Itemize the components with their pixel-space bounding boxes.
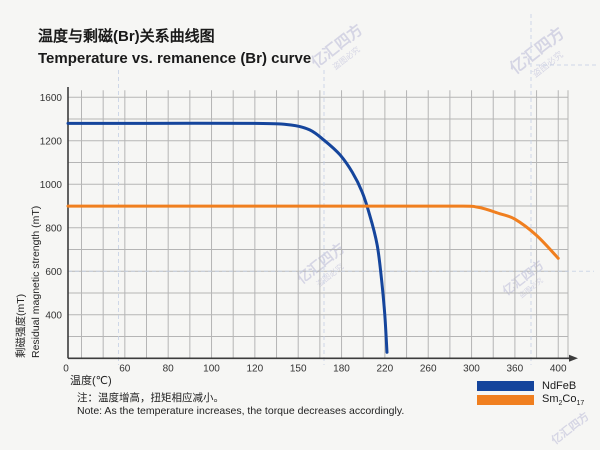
smco-label-base1: Sm bbox=[542, 392, 559, 405]
svg-text:600: 600 bbox=[45, 267, 62, 278]
note-en: Note: As the temperature increases, the … bbox=[77, 405, 405, 417]
svg-text:220: 220 bbox=[376, 363, 393, 374]
svg-text:300: 300 bbox=[463, 363, 480, 374]
svg-text:260: 260 bbox=[420, 363, 437, 374]
ndfeb-color-swatch bbox=[477, 381, 534, 391]
svg-text:360: 360 bbox=[506, 363, 523, 374]
legend: NdFeB Sm2Co17 bbox=[477, 380, 584, 409]
svg-text:150: 150 bbox=[290, 363, 307, 374]
chart-title-en: Temperature vs. remanence (Br) curve bbox=[38, 50, 312, 67]
smco-label-base2: Co bbox=[562, 392, 577, 405]
smco-label-sub2: 17 bbox=[576, 400, 585, 408]
legend-item-smco: Sm2Co17 bbox=[477, 393, 584, 407]
svg-text:1000: 1000 bbox=[40, 180, 63, 191]
legend-label-smco: Sm2Co17 bbox=[542, 393, 584, 407]
legend-label-ndfeb: NdFeB bbox=[542, 380, 577, 392]
svg-text:100: 100 bbox=[203, 363, 220, 374]
svg-text:120: 120 bbox=[246, 363, 263, 374]
legend-item-ndfeb: NdFeB bbox=[477, 380, 584, 392]
chart-title-block: 温度与剩磁(Br)关系曲线图 Temperature vs. remanence… bbox=[38, 26, 311, 70]
note-cn: 注：温度增高，扭矩相应减小。 bbox=[77, 392, 224, 404]
svg-text:60: 60 bbox=[119, 363, 131, 374]
smco-label-sub1: 2 bbox=[558, 400, 563, 408]
svg-text:400: 400 bbox=[45, 310, 62, 321]
svg-text:180: 180 bbox=[333, 363, 350, 374]
svg-text:800: 800 bbox=[45, 223, 62, 234]
note-block: 注：温度增高，扭矩相应减小。 Note: As the temperature … bbox=[77, 392, 404, 418]
chart-title-cn: 温度与剩磁(Br)关系曲线图 bbox=[38, 28, 215, 45]
svg-text:1200: 1200 bbox=[40, 136, 63, 147]
svg-text:80: 80 bbox=[163, 363, 175, 374]
x-axis-title: 温度(℃) bbox=[70, 375, 112, 387]
svg-text:400: 400 bbox=[550, 363, 567, 374]
smco-color-swatch bbox=[477, 395, 534, 405]
svg-text:1600: 1600 bbox=[40, 93, 63, 104]
svg-text:0: 0 bbox=[63, 363, 69, 374]
